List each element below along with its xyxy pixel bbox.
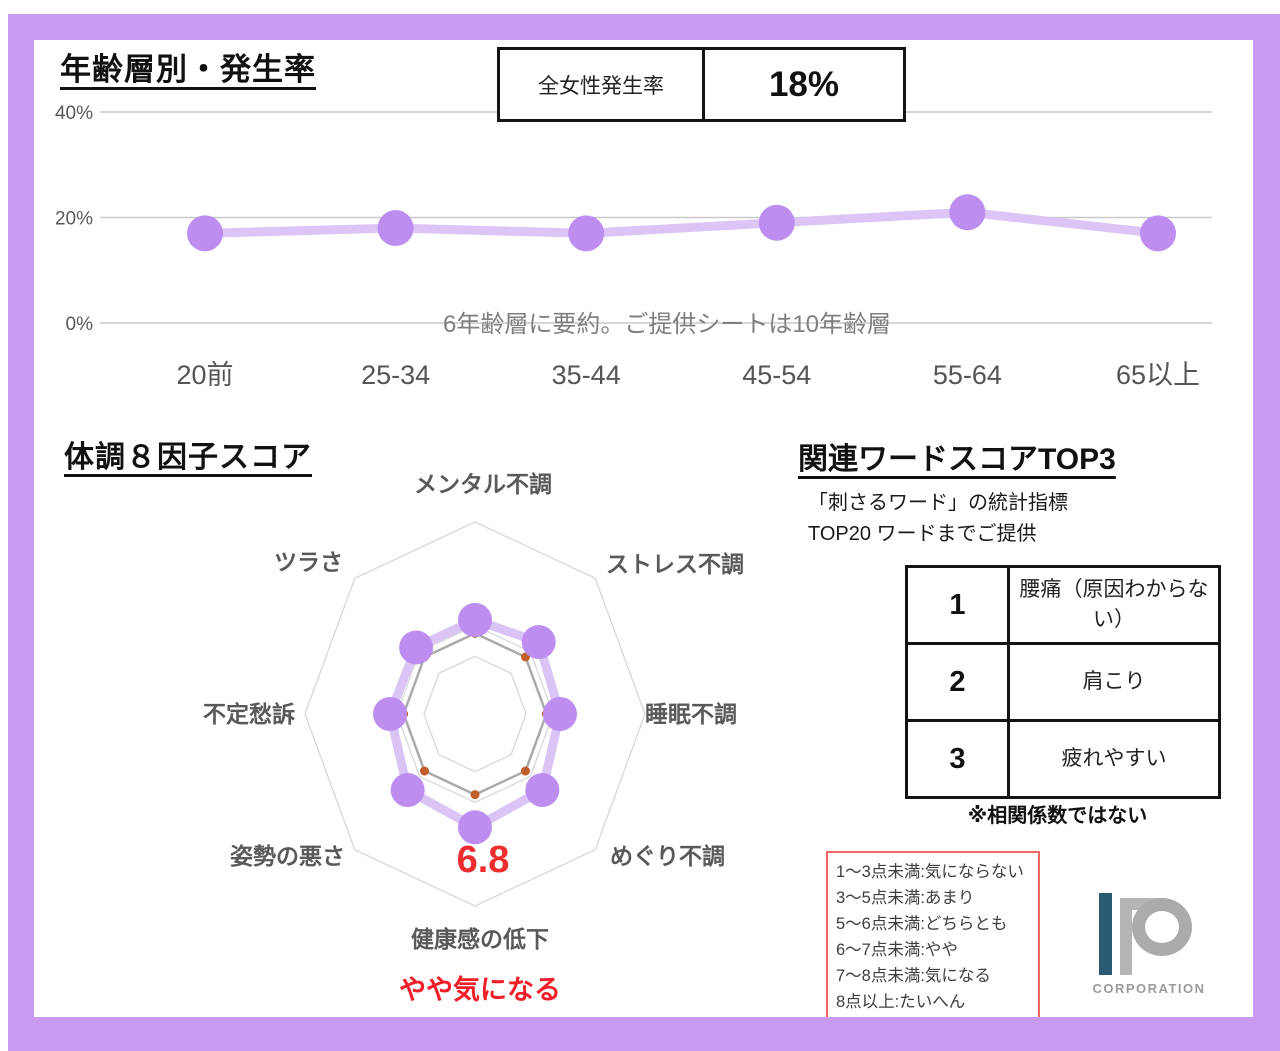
- svg-text:65以上: 65以上: [1116, 360, 1200, 390]
- words-subtitle-line-2: TOP20 ワードまでご提供: [808, 523, 1037, 545]
- rank-cell: 3: [905, 719, 1010, 799]
- svg-text:35-44: 35-44: [552, 360, 621, 390]
- incidence-summary-value: 18%: [768, 64, 840, 104]
- svg-text:25-34: 25-34: [361, 360, 430, 390]
- logo-ring: [1132, 898, 1192, 956]
- svg-text:ツラさ: ツラさ: [274, 549, 343, 575]
- svg-text:メンタル不調: メンタル不調: [414, 471, 552, 497]
- ipo-logo: CORPORATION: [1090, 886, 1240, 1002]
- logo-teal-bar: [1099, 893, 1112, 975]
- table-row: 3 疲れやすい: [905, 719, 1221, 799]
- incidence-summary-label: 全女性発生率: [500, 50, 705, 119]
- svg-text:40%: 40%: [55, 103, 93, 124]
- logo-wordmark: CORPORATION: [1092, 981, 1206, 996]
- svg-text:健康感の低下: 健康感の低下: [411, 926, 549, 952]
- radar-title: 体調８因子スコア: [64, 441, 312, 474]
- radar-score-value: 6.8: [456, 839, 510, 881]
- top3-words-table: 1 腰痛（原因わからない） 2 肩こり 3 疲れやすい: [905, 565, 1221, 799]
- rank-cell: 1: [905, 565, 1010, 645]
- svg-text:不定愁訴: 不定愁訴: [203, 701, 295, 727]
- svg-text:めぐり不調: めぐり不調: [610, 843, 725, 869]
- svg-text:姿勢の悪さ: 姿勢の悪さ: [230, 843, 345, 869]
- svg-text:0%: 0%: [66, 314, 94, 335]
- words-subtitle: 「刺さるワード」の統計指標 TOP20 ワードまでご提供: [808, 488, 1068, 550]
- logo-gray-bar: [1120, 898, 1132, 975]
- legend-line: 5～6点未満:どちらとも: [836, 915, 1008, 933]
- svg-text:ストレス不調: ストレス不調: [606, 551, 744, 577]
- legend-line: 8点以上:たいへん: [836, 993, 966, 1011]
- incidence-line-chart: 40% 20% 0% 6年齢層に要約。ご提供シートは10年齢層 20前 25-34 35-4…: [55, 103, 1212, 390]
- legend-line: 6～7点未満:やや: [836, 941, 958, 959]
- words-note: ※相関係数ではない: [967, 805, 1148, 827]
- svg-text:45-54: 45-54: [742, 360, 811, 390]
- table-row: 1 腰痛（原因わからない）: [905, 565, 1221, 645]
- word-cell: 疲れやすい: [1007, 719, 1221, 799]
- word-cell: 腰痛（原因わからない）: [1007, 565, 1221, 645]
- svg-text:6年齢層に要約。ご提供シートは10年齢層: 6年齢層に要約。ご提供シートは10年齢層: [443, 311, 891, 338]
- radar-verdict-label: やや気になる: [399, 975, 561, 1005]
- rank-cell: 2: [905, 642, 1010, 722]
- svg-text:睡眠不調: 睡眠不調: [645, 701, 737, 727]
- svg-text:20%: 20%: [55, 209, 93, 230]
- table-row: 2 肩こり: [905, 642, 1221, 722]
- legend-line: 1～3点未満:気にならない: [836, 863, 1024, 881]
- incidence-title: 年齢層別・発生率: [60, 52, 316, 87]
- legend-line: 3～5点未満:あまり: [836, 889, 975, 907]
- incidence-summary-box: 全女性発生率 18%: [497, 47, 906, 122]
- legend-line: 7～8点未満:気になる: [836, 967, 991, 985]
- svg-text:55-64: 55-64: [933, 360, 1002, 390]
- words-title: 関連ワードスコアTOP3: [798, 443, 1116, 476]
- word-cell: 肩こり: [1007, 642, 1221, 722]
- svg-text:20前: 20前: [176, 360, 233, 390]
- score-legend-box: 1～3点未満:気にならない 3～5点未満:あまり 5～6点未満:どちらとも 6～…: [826, 851, 1040, 1023]
- words-subtitle-line-1: 「刺さるワード」の統計指標: [808, 492, 1068, 514]
